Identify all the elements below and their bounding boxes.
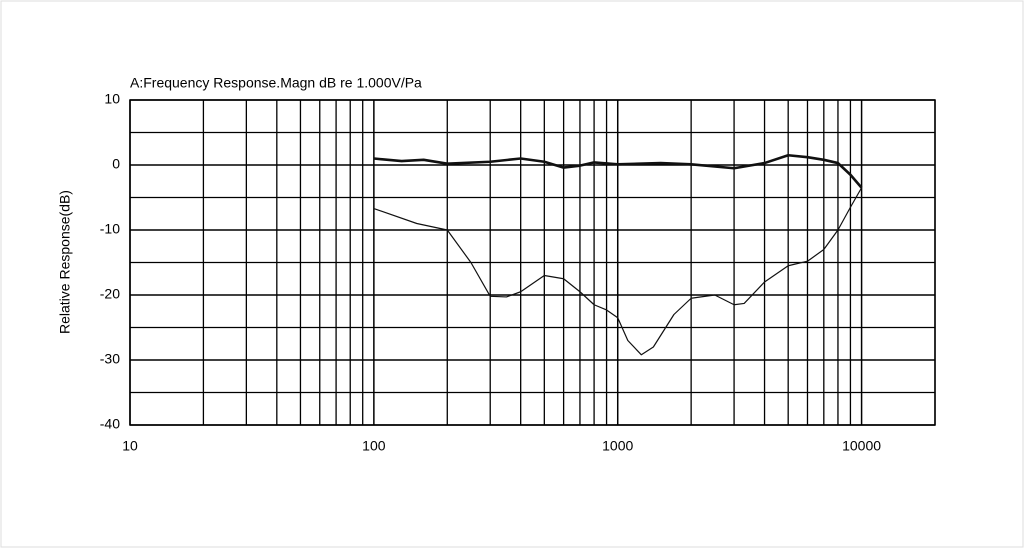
chart-title: A:Frequency Response.Magn dB re 1.000V/P… (130, 75, 422, 91)
series-line (373, 187, 863, 356)
y-tick-label: -10 (100, 221, 120, 237)
x-tick-label: 1000 (602, 438, 633, 454)
x-tick-label: 10000 (842, 438, 881, 454)
y-tick-label: 0 (112, 156, 120, 172)
y-tick-label: -40 (100, 416, 120, 432)
y-tick-label: 10 (104, 91, 120, 107)
y-tick-label: -30 (100, 351, 120, 367)
y-axis-label: Relative Response(dB) (57, 190, 73, 334)
y-tick-label: -20 (100, 286, 120, 302)
series-line (373, 153, 863, 189)
x-tick-label: 10 (122, 438, 138, 454)
x-tick-label: 100 (362, 438, 386, 454)
